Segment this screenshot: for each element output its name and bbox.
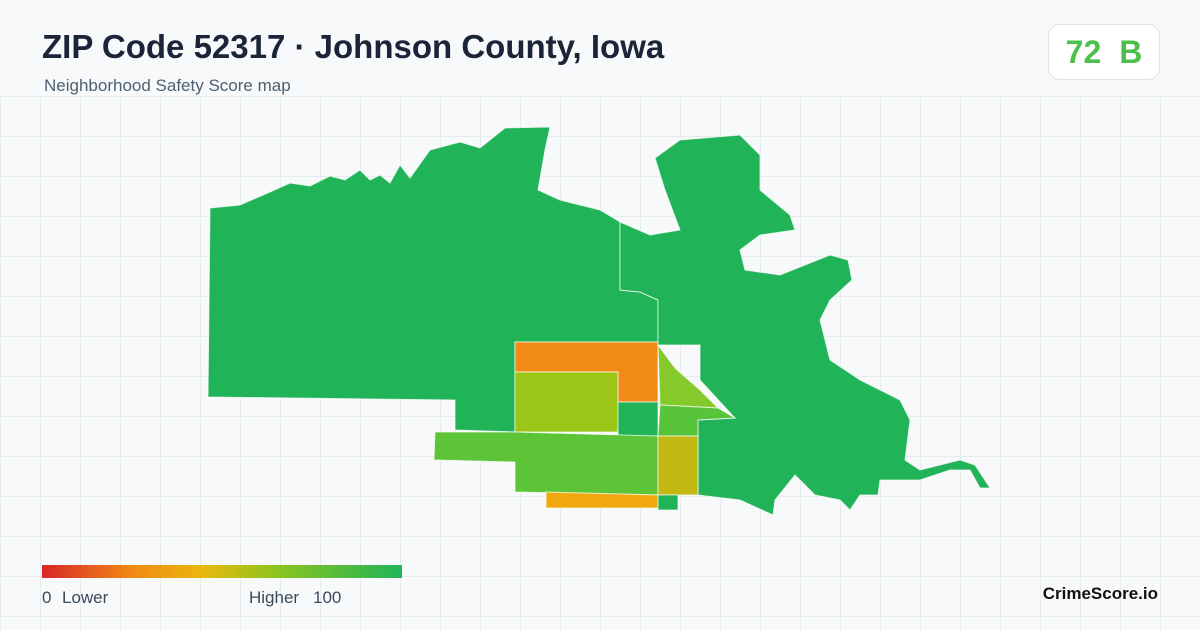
region: [433, 431, 659, 496]
region: [657, 435, 699, 496]
legend-gradient: [42, 565, 402, 578]
header: ZIP Code 52317 · Johnson County, Iowa Ne…: [0, 0, 1200, 96]
score: 72: [1065, 33, 1102, 70]
title: ZIP Code 52317 · Johnson County, Iowa: [42, 28, 665, 65]
brand: CrimeScore.io: [1042, 584, 1158, 603]
region: [657, 343, 720, 409]
legend-min: 0: [42, 588, 52, 607]
grade: B: [1119, 33, 1143, 70]
legend-max-label: Higher: [249, 588, 300, 607]
region: [617, 401, 659, 437]
region: [514, 371, 619, 433]
legend-min-label: Lower: [62, 588, 109, 607]
region: [545, 491, 659, 509]
subtitle: Neighborhood Safety Score map: [44, 76, 291, 95]
legend-max: 100: [313, 588, 342, 607]
score-badge: 72 B: [1048, 24, 1160, 80]
region: [657, 494, 679, 511]
